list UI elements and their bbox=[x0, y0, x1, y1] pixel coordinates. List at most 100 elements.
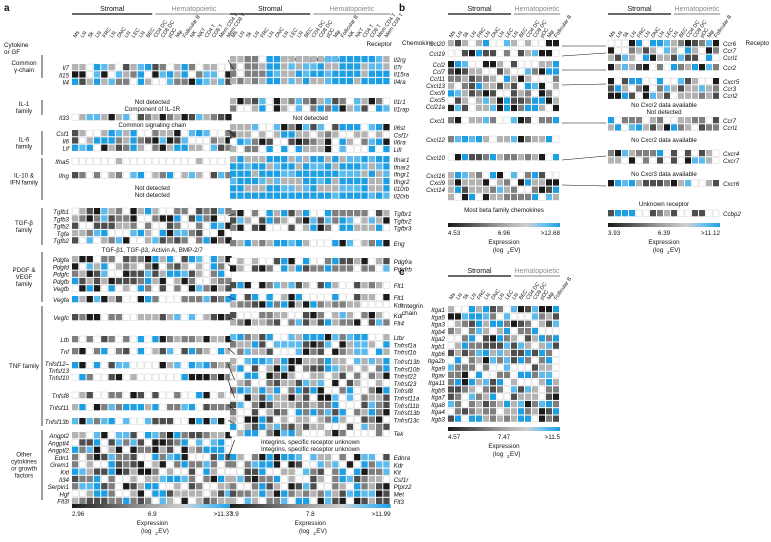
column-label: LN bbox=[123, 30, 132, 39]
heatmap-cell bbox=[361, 170, 368, 177]
heatmap-cell bbox=[553, 393, 559, 400]
heatmap-cell bbox=[462, 342, 468, 349]
heatmap-cell bbox=[159, 256, 166, 263]
heatmap-cell bbox=[281, 341, 288, 348]
heatmap-cell bbox=[504, 313, 510, 320]
heatmap-cell bbox=[244, 468, 251, 475]
heatmap-cell bbox=[525, 306, 531, 313]
heatmap-cell bbox=[497, 342, 503, 349]
heatmap-cell bbox=[476, 50, 482, 57]
heatmap-cell bbox=[93, 129, 101, 137]
heatmap-cell bbox=[303, 224, 310, 231]
heatmap-cell bbox=[462, 364, 468, 371]
heatmap-cell bbox=[196, 336, 203, 343]
heatmap-cell bbox=[483, 193, 489, 201]
heatmap-cell bbox=[251, 210, 259, 217]
heatmap-cell bbox=[302, 461, 310, 468]
heatmap-cell bbox=[483, 335, 489, 342]
heatmap-cell bbox=[173, 295, 181, 303]
heatmap-cell bbox=[188, 483, 196, 490]
heatmap-cell bbox=[518, 97, 524, 104]
heatmap-cell bbox=[552, 364, 560, 371]
heatmap-cell bbox=[281, 63, 288, 70]
gene-label: Tnfrsf1a bbox=[394, 342, 417, 349]
heatmap-cell bbox=[251, 70, 259, 77]
heatmap-cell bbox=[685, 47, 691, 54]
heatmap-cell bbox=[332, 358, 339, 365]
heatmap-cell bbox=[629, 40, 635, 47]
heatmap-cell bbox=[497, 349, 503, 357]
column-label: Sk bbox=[245, 30, 254, 39]
heatmap-cell bbox=[281, 394, 288, 401]
heatmap-cell bbox=[72, 277, 79, 285]
heatmap-cell bbox=[281, 145, 288, 153]
heatmap-cell bbox=[115, 335, 123, 343]
heatmap-cell bbox=[354, 379, 361, 387]
heatmap-cell bbox=[295, 483, 302, 490]
heatmap-cell bbox=[181, 114, 188, 121]
heatmap-cell bbox=[361, 341, 368, 348]
heatmap-cell bbox=[152, 336, 159, 343]
heatmap-cell bbox=[93, 432, 101, 439]
heatmap-cell bbox=[196, 208, 203, 215]
heatmap-cell bbox=[706, 47, 712, 54]
heatmap-cell bbox=[339, 387, 346, 394]
heatmap-cell bbox=[259, 192, 266, 199]
heatmap-cell bbox=[310, 185, 317, 192]
heatmap-cell bbox=[303, 312, 310, 319]
heatmap-cell bbox=[546, 117, 552, 124]
heatmap-cell bbox=[130, 475, 137, 483]
heatmap-cell bbox=[383, 429, 390, 437]
column-label: NK bbox=[347, 29, 356, 39]
heatmap-cell bbox=[144, 347, 152, 355]
heatmap-cell bbox=[123, 137, 130, 144]
heatmap-cell bbox=[317, 416, 324, 423]
heatmap-cell bbox=[469, 90, 475, 97]
column-label: LN bbox=[511, 292, 520, 301]
heatmap-cell bbox=[152, 361, 159, 369]
heatmap-cell bbox=[504, 408, 510, 415]
heatmap-cell bbox=[635, 209, 643, 217]
heatmap-cell bbox=[93, 483, 101, 490]
heatmap-cell bbox=[203, 64, 210, 71]
heatmap-cell bbox=[375, 341, 383, 348]
heatmap-cell bbox=[295, 170, 302, 177]
heatmap-cell bbox=[230, 177, 237, 185]
heatmap-cell bbox=[532, 400, 538, 408]
a-right-colorbar bbox=[230, 504, 391, 508]
heatmap-cell bbox=[273, 387, 281, 394]
heatmap-cell bbox=[266, 170, 273, 177]
heatmap-cell bbox=[196, 158, 203, 165]
heatmap-cell bbox=[237, 210, 244, 217]
heatmap-cell bbox=[203, 453, 210, 461]
heatmap-cell bbox=[225, 229, 232, 237]
heatmap-cell bbox=[490, 313, 496, 320]
heatmap-cell bbox=[145, 497, 152, 504]
heatmap-cell bbox=[607, 39, 615, 47]
heatmap-cell bbox=[361, 77, 368, 85]
heatmap-cell bbox=[642, 116, 650, 124]
heatmap-cell bbox=[281, 454, 288, 461]
a-right-common bbox=[230, 55, 390, 85]
gene-label: Tnfrsf22 bbox=[394, 374, 417, 381]
heatmap-cell bbox=[614, 47, 622, 54]
heatmap-cell bbox=[650, 54, 656, 61]
gene-label: Itga2b bbox=[428, 358, 446, 365]
heatmap-cell bbox=[678, 92, 684, 99]
heatmap-cell bbox=[137, 446, 144, 453]
heatmap-cell bbox=[518, 90, 524, 97]
heatmap-cell bbox=[210, 347, 218, 355]
heatmap-cell bbox=[361, 224, 368, 231]
heatmap-cell bbox=[152, 144, 159, 151]
heatmap-cell bbox=[375, 333, 383, 341]
a-left-tnfsf8 bbox=[71, 391, 232, 399]
heatmap-cell bbox=[546, 386, 552, 393]
heatmap-cell bbox=[553, 415, 559, 422]
heatmap-cell bbox=[244, 334, 251, 341]
c-colorbar bbox=[448, 427, 560, 431]
heatmap-cell bbox=[706, 124, 712, 131]
heatmap-cell bbox=[251, 131, 259, 138]
heatmap-cell bbox=[461, 415, 469, 423]
heatmap-cell bbox=[332, 192, 339, 199]
heatmap-cell bbox=[490, 320, 496, 327]
